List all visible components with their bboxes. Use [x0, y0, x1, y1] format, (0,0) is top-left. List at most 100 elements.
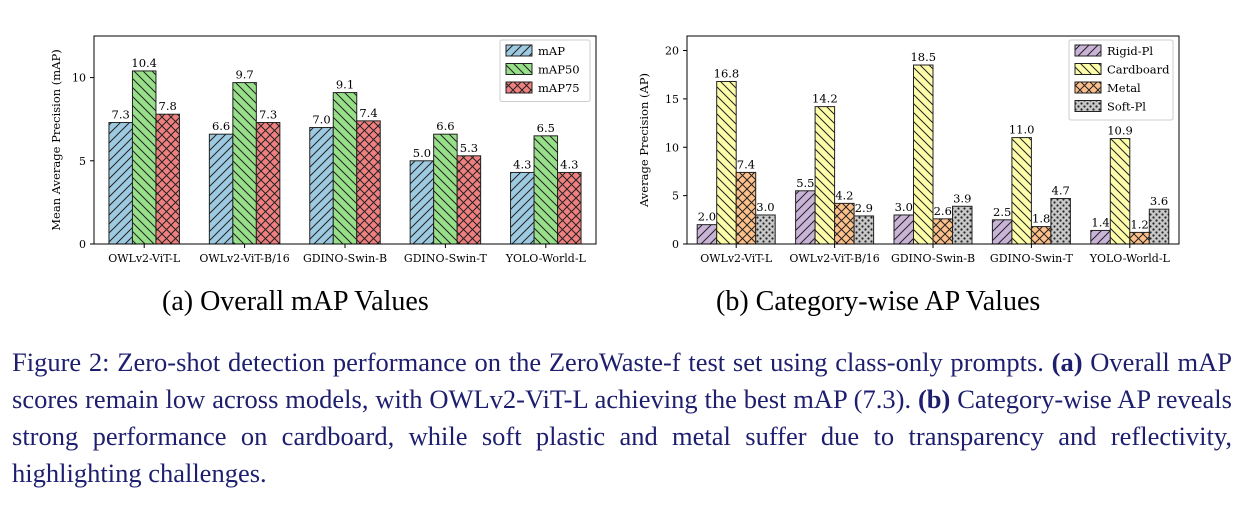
bar-hatch-rigid-pl-0 — [696, 224, 718, 245]
x-tick-label-owlv2-vit-b-16: OWLv2-ViT-B/16 — [199, 252, 289, 265]
bar-hatch-metal-3 — [1030, 226, 1052, 245]
data-label-rigid-pl-4: 1.4 — [1091, 215, 1109, 229]
y-tick-label-5: 5 — [672, 190, 679, 203]
bar-hatch-metal-1 — [834, 202, 855, 245]
y-tick-label-0: 0 — [79, 238, 86, 251]
x-tick-label-yolo-world-l: YOLO-World-L — [1089, 252, 1171, 265]
legend-swatch-hatch-soft-pl — [1074, 100, 1102, 112]
bar-hatch-soft-pl-1 — [853, 215, 875, 245]
bar-hatch-metal-4 — [1129, 231, 1150, 245]
y-tick-label-5: 5 — [79, 155, 86, 168]
y-tick-label-15: 15 — [665, 93, 679, 106]
x-tick-label-gdino-swin-t: GDINO-Swin-T — [404, 252, 488, 265]
bar-hatch-map50-4 — [533, 135, 559, 245]
legend-swatch-hatch-map — [505, 44, 533, 57]
bar-hatch-cardboard-2 — [913, 64, 934, 245]
caption-b-text: Category-wise AP reveals strong performa… — [12, 384, 1232, 488]
chart-category-ap: 2.0 5.5 3.0 2.5 1.4 16.8 14.2 18.5 11.0 10.9 7.4 4.… — [637, 35, 1180, 265]
legend-label-cardboard: Cardboard — [1107, 63, 1170, 77]
data-label-soft-pl-4: 3.6 — [1150, 194, 1168, 208]
data-label-metal-1: 4.2 — [835, 188, 853, 202]
bar-hatch-map50-0 — [131, 70, 157, 245]
bar-hatch-map50-1 — [232, 82, 257, 245]
bar-hatch-map75-1 — [255, 122, 281, 245]
legend-label-soft-pl: Soft-Pl — [1107, 100, 1146, 114]
bar-hatch-rigid-pl-4 — [1090, 229, 1111, 245]
bar-hatch-map50-3 — [433, 133, 458, 245]
bar-hatch-map-2 — [309, 127, 334, 245]
bar-hatch-map-4 — [510, 171, 535, 245]
data-label-cardboard-3: 11.0 — [1009, 123, 1035, 137]
bar-hatch-soft-pl-2 — [952, 205, 973, 245]
bar-hatch-cardboard-1 — [814, 106, 836, 245]
data-label-map50-0: 10.4 — [131, 56, 157, 70]
data-label-metal-2: 2.6 — [934, 204, 952, 218]
data-label-metal-0: 7.4 — [737, 157, 755, 171]
chart-overall-map: 7.3 6.6 7.0 5.0 4.3 10.4 9.7 9.1 6.6 6.5 7.8 7.3 7.4… — [49, 35, 597, 265]
data-label-cardboard-1: 14.2 — [812, 92, 838, 106]
legend-label-metal: Metal — [1107, 81, 1141, 95]
caption-prefix: Figure 2: Zero-shot detection performanc… — [12, 347, 1052, 377]
bar-hatch-cardboard-4 — [1109, 138, 1131, 245]
bar-hatch-cardboard-0 — [716, 80, 737, 245]
data-label-map50-1: 9.7 — [235, 68, 253, 82]
x-tick-label-owlv2-vit-b-16: OWLv2-ViT-B/16 — [789, 252, 879, 265]
y-axis-label: Average Precision (AP) — [637, 73, 651, 208]
bar-hatch-map-1 — [208, 133, 234, 245]
bar-hatch-rigid-pl-3 — [991, 219, 1013, 245]
data-label-map50-3: 6.6 — [436, 119, 454, 133]
y-tick-label-10: 10 — [72, 72, 86, 85]
data-label-map50-4: 6.5 — [537, 121, 555, 135]
data-label-map-1: 6.6 — [212, 119, 230, 133]
data-label-soft-pl-0: 3.0 — [756, 200, 774, 214]
data-label-soft-pl-1: 2.9 — [855, 201, 873, 215]
legend-label-map: mAP — [538, 44, 565, 58]
x-tick-label-owlv2-vit-l: OWLv2-ViT-L — [108, 252, 181, 265]
bar-hatch-soft-pl-0 — [755, 214, 776, 245]
data-label-map-2: 7.0 — [312, 113, 330, 127]
bar-hatch-map75-3 — [456, 155, 482, 245]
subcaption-b: (b) Category-wise AP Values — [716, 286, 1041, 317]
legend-label-map75: mAP75 — [538, 81, 580, 95]
bar-hatch-rigid-pl-1 — [795, 190, 816, 245]
figure-canvas: 7.3 6.6 7.0 5.0 4.3 10.4 9.7 9.1 6.6 6.5 7.8 7.3 7.4… — [49, 35, 1180, 265]
legend-swatch-hatch-metal — [1074, 81, 1102, 94]
bar-hatch-soft-pl-4 — [1148, 208, 1170, 245]
bar-hatch-rigid-pl-2 — [893, 214, 914, 245]
bar-hatch-soft-pl-3 — [1050, 198, 1071, 245]
x-tick-label-owlv2-vit-l: OWLv2-ViT-L — [700, 252, 773, 265]
data-label-cardboard-0: 16.8 — [714, 66, 740, 80]
bar-hatch-cardboard-3 — [1011, 137, 1032, 245]
data-label-metal-4: 1.2 — [1130, 217, 1148, 231]
data-label-soft-pl-3: 4.7 — [1052, 184, 1070, 198]
legend-swatch-hatch-cardboard — [1074, 63, 1102, 75]
bar-hatch-metal-2 — [932, 218, 953, 245]
caption-b-marker: (b) — [917, 384, 951, 414]
legend-swatch-hatch-map50 — [505, 63, 533, 75]
bar-hatch-map-3 — [409, 160, 435, 245]
bar-hatch-metal-0 — [735, 171, 757, 245]
data-label-map-0: 7.3 — [112, 108, 130, 122]
bar-hatch-map50-2 — [332, 92, 358, 245]
y-tick-label-0: 0 — [672, 238, 679, 251]
caption-a-text: Overall mAP scores remain low across mod… — [12, 347, 1232, 414]
data-label-cardboard-2: 18.5 — [910, 50, 936, 64]
figure-caption: Figure 2: Zero-shot detection performanc… — [12, 344, 1232, 492]
y-tick-label-10: 10 — [665, 141, 679, 154]
caption-a-marker: (a) — [1051, 347, 1083, 377]
x-tick-label-gdino-swin-b: GDINO-Swin-B — [303, 252, 387, 265]
data-label-metal-3: 1.8 — [1032, 212, 1050, 226]
data-label-map-4: 4.3 — [513, 157, 531, 171]
data-label-rigid-pl-2: 3.0 — [895, 200, 913, 214]
data-label-map50-2: 9.1 — [336, 78, 354, 92]
data-label-map75-4: 4.3 — [560, 157, 578, 171]
x-tick-label-yolo-world-l: YOLO-World-L — [505, 252, 587, 265]
data-label-map75-0: 7.8 — [159, 99, 177, 113]
data-label-rigid-pl-0: 2.0 — [698, 210, 716, 224]
y-axis-label: Mean Average Precision (mAP) — [49, 49, 63, 230]
data-label-soft-pl-2: 3.9 — [953, 191, 971, 205]
data-label-map75-1: 7.3 — [259, 108, 277, 122]
x-tick-label-gdino-swin-t: GDINO-Swin-T — [990, 252, 1074, 265]
legend-swatch-hatch-rigid-pl — [1074, 44, 1102, 57]
legend-swatch-hatch-map75 — [505, 81, 533, 94]
